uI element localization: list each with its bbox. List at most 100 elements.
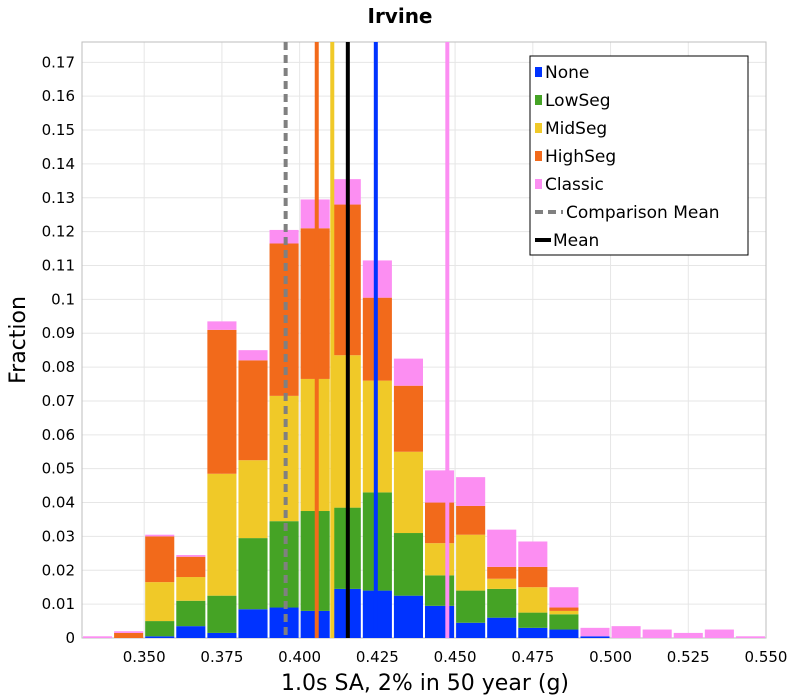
bar-segment-lowseg xyxy=(393,533,423,596)
y-tick-label: 0.02 xyxy=(42,561,75,579)
y-tick-label: 0.14 xyxy=(42,155,75,173)
bar-segment-midseg xyxy=(176,577,206,601)
legend-label: None xyxy=(545,63,589,83)
y-tick-label: 0 xyxy=(65,629,75,647)
reference-lines xyxy=(283,42,450,638)
bar-segment-highseg xyxy=(393,385,423,452)
y-tick-label: 0.04 xyxy=(42,494,75,512)
legend-label: Comparison Mean xyxy=(566,203,720,223)
y-axis-ticks: 0 0.01 0.02 0.03 0.04 0.05 0.06 0.07 0.08 0.09 0.1… xyxy=(42,53,75,647)
y-tick-label: 0.05 xyxy=(42,460,75,478)
legend-swatch xyxy=(535,179,542,189)
legend-label: Mean xyxy=(553,231,599,251)
x-axis-ticks: 0.350 0.375 0.400 0.425 0.450 0.475 0.500 0.525… xyxy=(123,648,788,666)
y-tick-label: 0.06 xyxy=(42,426,75,444)
bar-segment-classic xyxy=(114,631,144,633)
chart-title: Irvine xyxy=(368,4,433,28)
bar-segment-lowseg xyxy=(425,575,455,606)
y-tick-label: 0.15 xyxy=(42,121,75,139)
bar-segment-classic xyxy=(425,470,455,503)
bar-segment-none xyxy=(456,622,486,638)
bar-segment-highseg xyxy=(238,360,268,461)
bar-segment-midseg xyxy=(487,578,517,589)
bar-segment-midseg xyxy=(145,582,175,622)
bar-segment-highseg xyxy=(487,566,517,579)
x-tick-label: 0.400 xyxy=(278,648,321,666)
y-tick-label: 0.08 xyxy=(42,358,75,376)
bar-segment-highseg xyxy=(425,502,455,544)
bar-segment-highseg xyxy=(145,536,175,583)
bar-segment-none xyxy=(487,617,517,638)
bar-segment-lowseg xyxy=(145,621,175,637)
bar-segment-classic xyxy=(673,632,703,638)
y-tick-label: 0.01 xyxy=(42,595,75,613)
bar-segment-midseg xyxy=(238,460,268,539)
bar-segment-classic xyxy=(207,321,237,330)
bar-segment-classic xyxy=(83,636,113,638)
bar-segment-midseg xyxy=(549,610,579,615)
bar-segment-classic xyxy=(238,350,268,361)
y-tick-label: 0.03 xyxy=(42,527,75,545)
legend-box xyxy=(529,55,749,256)
y-axis-label: Fraction xyxy=(6,296,31,384)
legend-swatch xyxy=(535,151,542,161)
plot-area xyxy=(81,41,767,639)
bar-segment-highseg xyxy=(456,505,486,535)
y-tick-label: 0.07 xyxy=(42,392,75,410)
bar-segment-none xyxy=(145,636,175,638)
legend-label: MidSeg xyxy=(545,119,607,139)
bar-segment-none xyxy=(425,605,455,638)
bar-segment-classic xyxy=(487,529,517,567)
bar-segment-none xyxy=(549,629,579,638)
bar-segment-none xyxy=(207,632,237,638)
x-tick-label: 0.450 xyxy=(434,648,477,666)
x-tick-label: 0.375 xyxy=(200,648,243,666)
bar-segment-highseg xyxy=(176,556,206,578)
y-tick-label: 0.1 xyxy=(51,290,75,308)
bar-segment-highseg xyxy=(207,329,237,474)
legend-label: HighSeg xyxy=(545,147,616,167)
y-tick-label: 0.16 xyxy=(42,87,75,105)
bar-segment-classic xyxy=(642,629,672,638)
bar-segment-none xyxy=(393,595,423,638)
bar-segment-midseg xyxy=(425,543,455,576)
bar-segment-none xyxy=(518,627,548,638)
bar-segment-lowseg xyxy=(238,538,268,610)
bar-segment-classic xyxy=(518,541,548,567)
bar-segment-none xyxy=(238,609,268,638)
legend-label: LowSeg xyxy=(545,91,611,111)
bar-segment-classic xyxy=(176,555,206,557)
x-tick-label: 0.425 xyxy=(356,648,399,666)
bar-segment-classic xyxy=(145,534,175,537)
x-axis-label: 1.0s SA, 2% in 50 year (g) xyxy=(281,671,569,696)
bar-segment-classic xyxy=(549,587,579,608)
y-tick-label: 0.09 xyxy=(42,324,75,342)
bar-segment-highseg xyxy=(518,566,548,588)
bar-segment-highseg xyxy=(114,632,144,638)
bar-segment-lowseg xyxy=(487,588,517,618)
y-tick-label: 0.12 xyxy=(42,223,75,241)
bar-segment-lowseg xyxy=(518,612,548,628)
legend: None LowSeg MidSeg HighSeg Classic Comparison… xyxy=(529,55,749,256)
bar-segment-midseg xyxy=(518,587,548,613)
x-tick-label: 0.525 xyxy=(667,648,710,666)
bar-segment-midseg xyxy=(207,473,237,596)
bar-segment-lowseg xyxy=(207,595,237,633)
bar-segment-lowseg xyxy=(176,600,206,627)
bar-segment-classic xyxy=(735,636,765,638)
x-tick-label: 0.500 xyxy=(589,648,632,666)
legend-swatch xyxy=(535,95,542,105)
y-tick-label: 0.11 xyxy=(42,257,75,275)
y-tick-label: 0.13 xyxy=(42,189,75,207)
x-tick-label: 0.550 xyxy=(745,648,788,666)
bar-segment-classic xyxy=(456,477,486,506)
legend-label: Classic xyxy=(545,175,604,195)
legend-swatch xyxy=(535,67,542,77)
x-tick-label: 0.475 xyxy=(511,648,554,666)
x-tick-label: 0.350 xyxy=(123,648,166,666)
legend-swatch xyxy=(535,123,542,133)
bar-segment-classic xyxy=(611,626,641,638)
bar-segment-none xyxy=(176,626,206,638)
bar-segment-classic xyxy=(393,358,423,386)
